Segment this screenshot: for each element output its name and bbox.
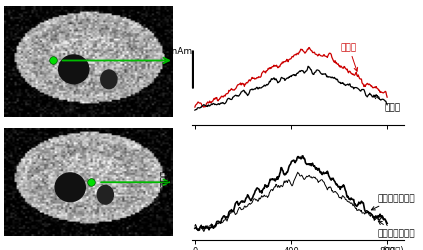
Text: 文脈関連性あり: 文脈関連性あり (377, 221, 415, 238)
Ellipse shape (100, 70, 118, 90)
Ellipse shape (55, 172, 86, 203)
Ellipse shape (58, 55, 90, 85)
Text: 文脈関連性なし: 文脈関連性なし (371, 194, 415, 210)
Text: 2 nAm: 2 nAm (163, 46, 192, 56)
Text: 多義語: 多義語 (341, 43, 357, 72)
Text: (ミリ秒): (ミリ秒) (382, 130, 404, 140)
Text: 一義語: 一義語 (374, 96, 401, 112)
Text: 脳活動の強度: 脳活動の強度 (160, 169, 170, 201)
Text: 左半球: 左半球 (78, 239, 97, 249)
Ellipse shape (96, 185, 114, 205)
Text: (ミリ秒): (ミリ秒) (382, 244, 404, 250)
